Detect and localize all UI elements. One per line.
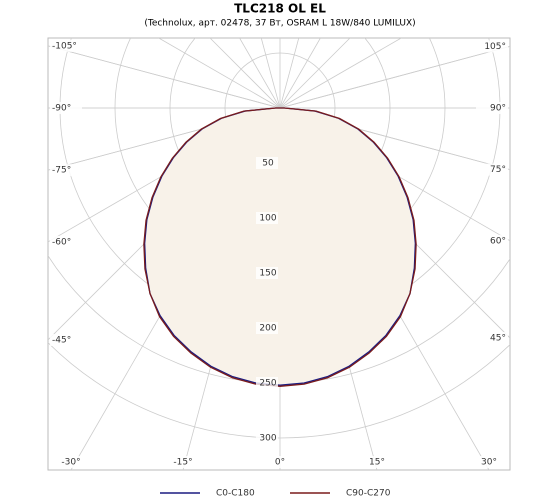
angle-label-bg [475,456,508,468]
r-tick-label: 100 [259,214,276,224]
angle-label-bg [362,456,395,468]
angle-tick-label: 15° [369,458,385,468]
angle-label-bg [476,102,508,114]
angle-tick-label: 90° [490,104,506,114]
r-tick-label: 50 [262,159,274,169]
r-label-bg [256,432,278,444]
angle-label-bg [50,102,82,114]
r-label-bg [256,322,278,334]
legend-label: C90-C270 [346,489,391,499]
r-tick-label: 250 [259,379,276,389]
series-line [143,107,417,387]
angle-tick-label: -60° [52,237,71,247]
r-label-bg [256,267,278,279]
r-tick-label: 200 [259,324,276,334]
chart-subtitle: (Technolux, арт. 02478, 37 Вт, OSRAM L 1… [144,19,415,29]
angle-label-bg [50,39,82,52]
r-tick-label: 150 [259,269,276,279]
angle-label-bg [476,40,508,53]
angle-tick-label: -105° [52,41,77,51]
angle-tick-label: 75° [490,165,506,175]
angle-tick-label: 105° [484,42,506,52]
r-label-bg [256,157,278,169]
angle-label-bg [476,332,508,344]
angle-tick-label: 45° [490,334,506,344]
r-label-bg [256,212,278,224]
angle-tick-label: -75° [52,166,71,176]
angle-label-bg [476,234,508,247]
angle-label-bg [169,456,202,468]
curves [143,107,417,387]
angle-tick-label: 0° [275,458,285,468]
r-label-bg [256,377,278,389]
r-tick-label: 300 [259,434,276,444]
angle-label-bg [56,456,89,468]
angle-label-bg [476,163,508,176]
angle-tick-label: 30° [481,458,497,468]
labels: 50 100 150 200 250 300 -105° -90° -75° -60° -45° -3… [50,39,508,468]
angle-tick-label: -30° [61,458,80,468]
angle-label-bg [50,164,82,177]
angle-tick-label: 60° [490,236,506,246]
legend-label: C0-C180 [216,489,255,499]
angle-tick-label: -15° [173,458,192,468]
angle-label-bg [50,334,82,346]
curve-fill [144,108,416,386]
angle-tick-label: -90° [52,104,71,114]
angle-label-bg [266,456,298,468]
angle-tick-label: -45° [52,336,71,346]
chart-title: TLC218 OL EL [234,2,326,16]
angle-label-bg [50,235,82,248]
